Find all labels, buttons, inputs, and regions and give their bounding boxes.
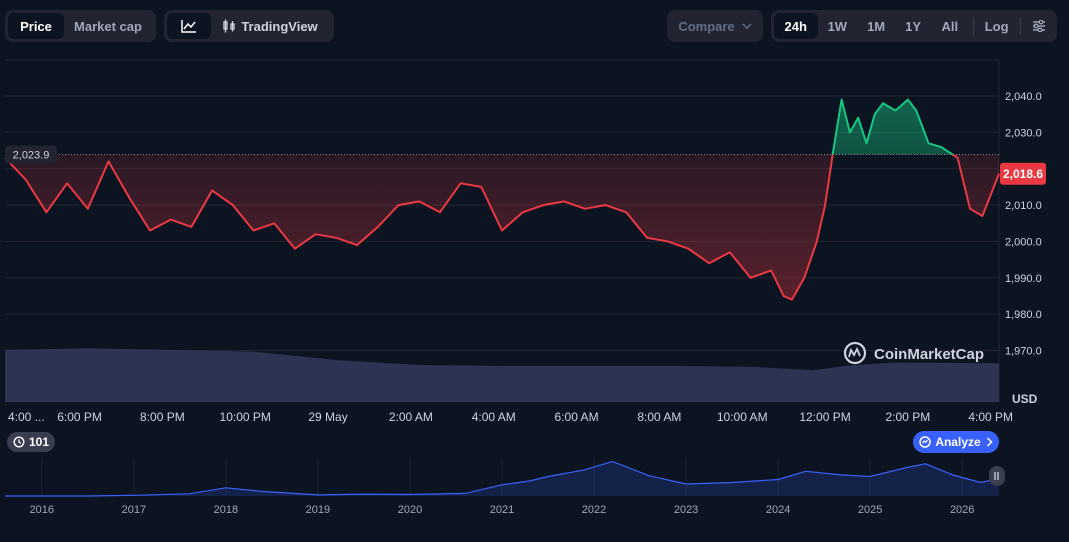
x-tick-label: 8:00 AM <box>637 410 681 424</box>
candlestick-icon <box>223 19 235 33</box>
line-chart-button[interactable] <box>167 13 211 39</box>
range-24h[interactable]: 24h <box>774 13 818 39</box>
price-line-above-open <box>831 98 955 155</box>
chevron-down-icon <box>742 22 752 29</box>
tradingview-button[interactable]: TradingView <box>211 13 329 39</box>
range-1y[interactable]: 1Y <box>905 18 922 34</box>
range-selector: 24h 1W 1M 1Y All Log <box>771 10 1057 42</box>
y-tick-label: 1,970.0 <box>1005 346 1042 358</box>
x-tick-label: 4:00 AM <box>472 410 516 424</box>
price-mcap-toggle: Price Market cap <box>5 10 156 42</box>
divider <box>1019 17 1021 35</box>
chart-type-toggle: TradingView <box>164 10 334 42</box>
x-axis: 4:00 ... 6:00 PM 8:00 PM 10:00 PM 29 May 2:00… <box>8 410 1013 424</box>
x-tick-label: 6:00 PM <box>57 410 102 424</box>
y-tick-label: 2,040.0 <box>1005 91 1042 103</box>
cmc-logo-icon <box>843 341 867 365</box>
y-tick-label: 1,990.0 <box>1005 273 1042 285</box>
history-badge[interactable]: 101 <box>7 432 55 452</box>
cmc-logo-mark <box>848 346 861 358</box>
log-toggle[interactable]: Log <box>984 18 1009 34</box>
y-tick-label: 1,980.0 <box>1005 309 1042 321</box>
x-tick-label: 6:00 AM <box>555 410 599 424</box>
below-open-area <box>5 154 999 300</box>
x-tick-label: 4:00 PM <box>968 410 1013 424</box>
x-tick-label: 2:00 PM <box>886 410 931 424</box>
x-tick-label: 29 May <box>308 410 347 424</box>
analyze-button[interactable]: Analyze <box>913 431 999 453</box>
line-chart-icon <box>181 20 196 33</box>
compare-label: Compare <box>678 18 735 34</box>
analyze-label: Analyze <box>935 435 981 449</box>
chevron-right-icon <box>986 437 993 447</box>
compare-dropdown[interactable]: Compare <box>667 10 763 42</box>
coinmarketcap-watermark: CoinMarketCap <box>843 341 984 365</box>
open-price-label: 2,023.9 <box>13 150 50 162</box>
watermark-text: CoinMarketCap <box>874 346 984 363</box>
x-tick-label: 2:00 AM <box>389 410 433 424</box>
y-tick-label: 2,010.0 <box>1005 200 1042 212</box>
tab-market-cap[interactable]: Market cap <box>74 18 142 34</box>
volume-area <box>5 348 999 402</box>
x-tick-label: 8:00 PM <box>140 410 185 424</box>
settings-button[interactable] <box>1025 13 1054 39</box>
sliders-icon <box>1033 20 1046 32</box>
history-icon <box>13 436 25 448</box>
y-tick-label: 2,030.0 <box>1005 127 1042 139</box>
y-tick-label: 2,000.0 <box>1005 236 1042 248</box>
x-tick-label: 10:00 AM <box>717 410 768 424</box>
currency-label: USD <box>1012 392 1038 406</box>
y-axis: 1,970.0 1,980.0 1,990.0 2,000.0 2,010.0 2,030… <box>1005 91 1042 358</box>
history-count: 101 <box>28 435 50 449</box>
range-all[interactable]: All <box>941 18 959 34</box>
range-1m[interactable]: 1M <box>867 18 886 34</box>
current-price-label: 2,018.6 <box>1003 167 1043 181</box>
range-1w[interactable]: 1W <box>827 18 848 34</box>
analyze-icon <box>919 436 932 448</box>
price-line-below-open <box>4 154 1000 301</box>
open-price-tag: 2,023.9 <box>5 145 57 164</box>
x-tick-label: 12:00 PM <box>799 410 850 424</box>
x-tick-label: 4:00 ... <box>8 410 45 424</box>
divider <box>972 17 974 35</box>
x-tick-label: 10:00 PM <box>220 410 271 424</box>
current-price-tag: 2,018.6 <box>1000 162 1046 185</box>
tradingview-label: TradingView <box>241 18 318 34</box>
above-open-area <box>5 99 999 155</box>
tab-price[interactable]: Price <box>8 13 64 39</box>
